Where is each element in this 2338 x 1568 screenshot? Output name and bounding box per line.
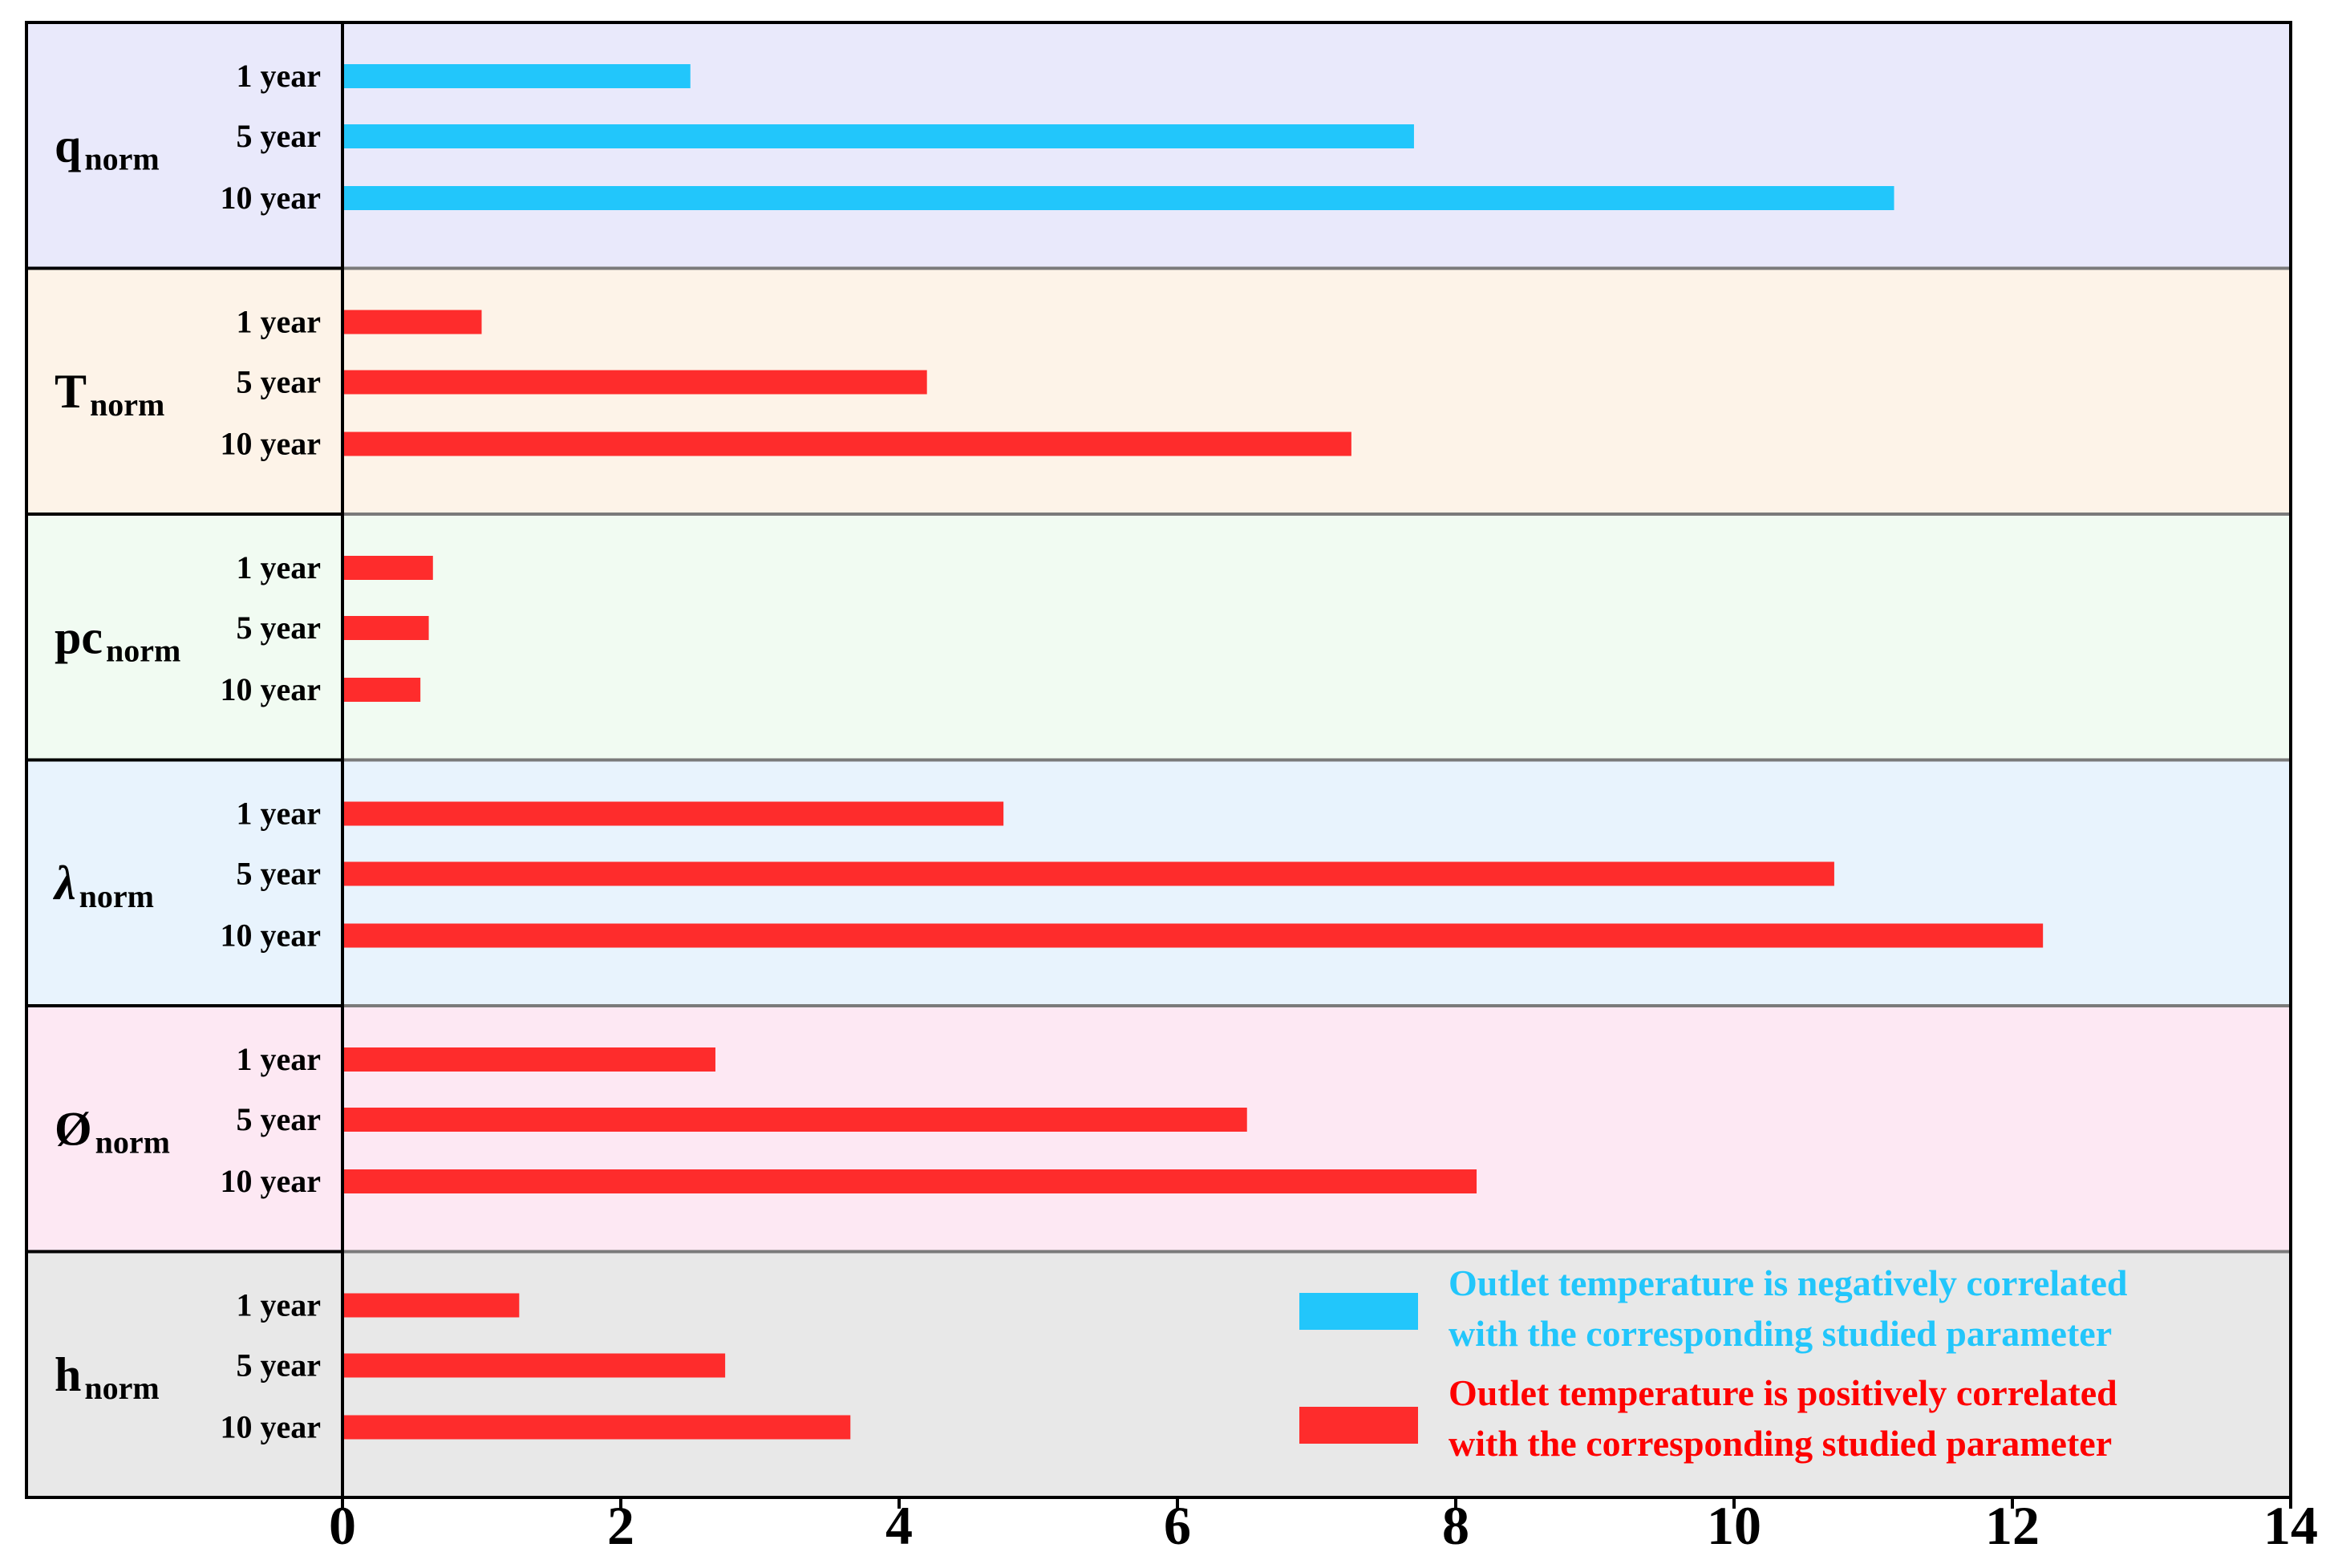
bar bbox=[342, 1047, 715, 1072]
labels: q norm 1 year 5 year 10 year T norm 1 year 5 yea… bbox=[52, 58, 321, 1445]
legend-label: with the corresponding studied parameter bbox=[1449, 1423, 2112, 1464]
bar bbox=[342, 310, 482, 334]
category-label: 1 year bbox=[236, 304, 321, 340]
legend-swatch bbox=[1299, 1293, 1418, 1330]
category-label: 1 year bbox=[236, 58, 321, 94]
category-label: 10 year bbox=[220, 426, 321, 462]
plot-border bbox=[25, 21, 2292, 1499]
category-label: 5 year bbox=[236, 610, 321, 646]
x-tick-label: 2 bbox=[607, 1495, 634, 1556]
x-tick-label: 6 bbox=[1164, 1495, 1191, 1556]
x-tick-label: 4 bbox=[885, 1495, 913, 1556]
bar bbox=[342, 1353, 726, 1378]
bar bbox=[342, 1293, 520, 1318]
bar bbox=[342, 1108, 1247, 1132]
group-label: λ norm bbox=[52, 857, 154, 914]
bar bbox=[342, 1415, 851, 1440]
legend-label: Outlet temperature is positively correla… bbox=[1449, 1372, 2117, 1413]
x-tick-label: 8 bbox=[1442, 1495, 1469, 1556]
group-label: h norm bbox=[55, 1348, 160, 1406]
group-label: q norm bbox=[55, 119, 160, 176]
category-label: 1 year bbox=[236, 549, 321, 585]
bar bbox=[342, 616, 429, 640]
bar bbox=[342, 923, 2044, 948]
bar bbox=[342, 556, 433, 580]
category-label: 5 year bbox=[236, 1101, 321, 1137]
bar bbox=[342, 801, 1004, 826]
category-label: 10 year bbox=[220, 1163, 321, 1199]
category-label: 10 year bbox=[220, 918, 321, 954]
category-label: 10 year bbox=[220, 1409, 321, 1445]
category-label: 10 year bbox=[220, 180, 321, 216]
category-label: 5 year bbox=[236, 1347, 321, 1384]
chart-frame bbox=[25, 21, 2292, 1499]
legend-label: Outlet temperature is negatively correla… bbox=[1449, 1262, 2128, 1303]
x-axis: 0 2 4 6 8 10 12 14 bbox=[329, 1495, 2318, 1556]
category-label: 5 year bbox=[236, 856, 321, 892]
category-label: 1 year bbox=[236, 1041, 321, 1077]
bar bbox=[342, 678, 421, 702]
legend-swatch bbox=[1299, 1407, 1418, 1444]
category-label: 1 year bbox=[236, 796, 321, 832]
x-tick-label: 10 bbox=[1707, 1495, 1761, 1556]
bar bbox=[342, 64, 691, 88]
bar bbox=[342, 861, 1834, 886]
bars bbox=[342, 64, 2044, 1440]
category-label: 1 year bbox=[236, 1287, 321, 1323]
bar bbox=[342, 1169, 1477, 1193]
category-label: 10 year bbox=[220, 671, 321, 707]
legend-label: with the corresponding studied parameter bbox=[1449, 1313, 2112, 1354]
bar bbox=[342, 432, 1351, 456]
category-label: 5 year bbox=[236, 364, 321, 400]
bar bbox=[342, 186, 1894, 210]
bar bbox=[342, 370, 927, 395]
legend: Outlet temperature is negatively correla… bbox=[1299, 1262, 2128, 1464]
x-tick-label: 0 bbox=[329, 1495, 356, 1556]
x-tick-label: 14 bbox=[2263, 1495, 2318, 1556]
bar bbox=[342, 124, 1414, 148]
category-label: 5 year bbox=[236, 118, 321, 154]
x-tick-label: 12 bbox=[1985, 1495, 2040, 1556]
group-label: pc norm bbox=[55, 610, 180, 668]
